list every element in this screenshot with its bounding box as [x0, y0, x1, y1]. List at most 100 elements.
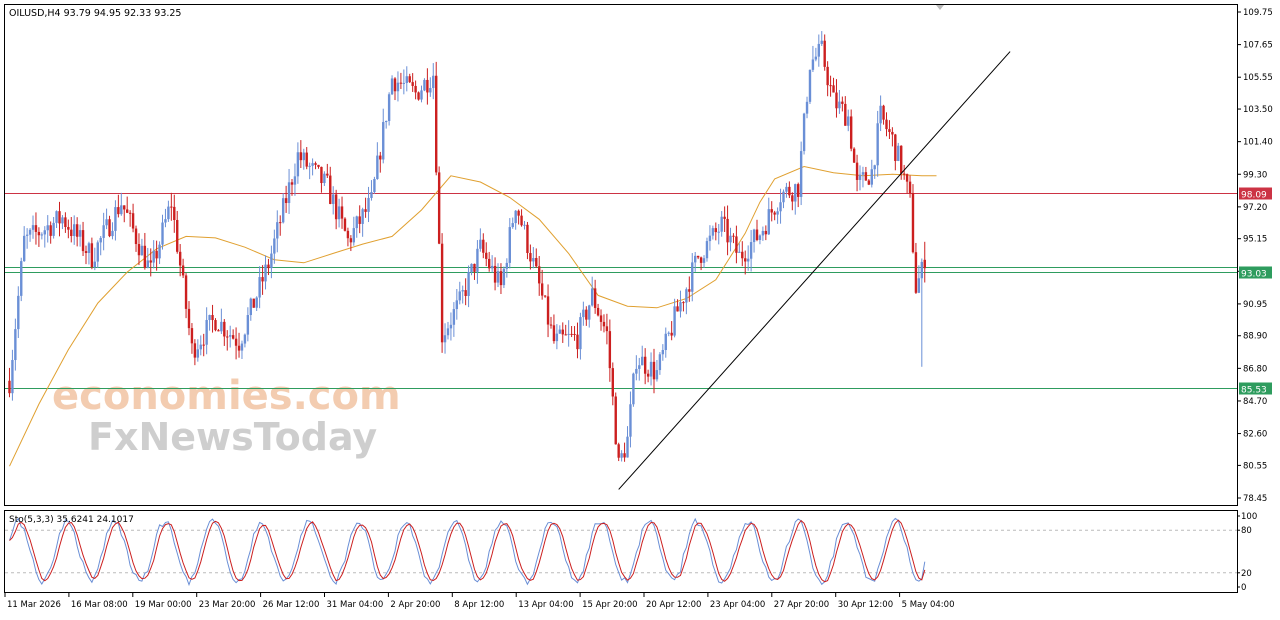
candle-body: [914, 252, 918, 293]
candle-body: [526, 224, 529, 254]
candle-body: [414, 85, 417, 93]
candle-body: [161, 222, 164, 245]
candle-body: [293, 176, 297, 185]
candle-body: [849, 116, 853, 149]
candle-body: [231, 335, 235, 339]
candle-body: [158, 244, 161, 259]
candle-body: [43, 230, 46, 235]
candle-body: [779, 202, 782, 212]
candle-body: [196, 349, 200, 358]
symbol-header: OILUSD,H4 93.79 94.95 92.33 93.25: [9, 8, 181, 19]
candle-body: [552, 325, 556, 342]
candle-body: [797, 184, 800, 197]
candle-body: [847, 116, 850, 126]
candle-body: [22, 235, 26, 262]
candle-body: [393, 78, 397, 92]
candle-body: [64, 217, 67, 227]
time-tick-label: 11 Mar 2026: [7, 600, 61, 610]
candle-body: [917, 278, 921, 293]
candle-body: [864, 172, 868, 181]
candle-body: [897, 145, 900, 161]
candle-body: [258, 277, 261, 298]
candle-body: [558, 329, 562, 334]
candle-body: [570, 333, 573, 335]
candle-body: [296, 152, 300, 177]
candle-body: [688, 289, 691, 292]
candle-body: [820, 40, 823, 44]
candle-body: [114, 207, 117, 231]
candle-body: [311, 163, 314, 166]
candle-body: [873, 165, 876, 170]
candle-body: [302, 152, 305, 161]
scroll-marker-icon[interactable]: [936, 5, 944, 10]
candle-body: [390, 78, 394, 95]
candle-body: [96, 242, 99, 262]
price-tick-label: 80.55: [1243, 461, 1267, 471]
candle-body: [437, 172, 441, 244]
candle-body: [870, 169, 873, 185]
candle-body: [535, 258, 538, 267]
candle-body: [623, 453, 626, 458]
candle-body: [882, 105, 885, 120]
candle-body: [608, 331, 612, 369]
candle-body: [170, 206, 173, 208]
candle-body: [379, 155, 382, 160]
candle-body: [482, 239, 485, 253]
candle-body: [561, 329, 564, 335]
candle-body: [264, 264, 267, 282]
candle-body: [514, 210, 517, 224]
candle-body: [435, 75, 438, 173]
candle-body: [190, 328, 194, 344]
candle-body: [638, 365, 641, 369]
candle-body: [458, 291, 461, 301]
candle-body: [826, 66, 829, 86]
candle-body: [767, 209, 770, 235]
candle-body: [855, 162, 859, 180]
candle-body: [46, 225, 49, 231]
candle-body: [34, 225, 38, 232]
candle-body: [131, 213, 135, 229]
candle-body: [443, 335, 447, 343]
sto-tick-label: 100: [1241, 512, 1257, 522]
candle-body: [770, 209, 773, 213]
candle-body: [240, 343, 244, 351]
candle-body: [14, 329, 17, 361]
candle-body: [140, 245, 144, 256]
candle-body: [832, 85, 835, 93]
candle-body: [305, 152, 308, 167]
candle-body: [440, 243, 444, 343]
candle-body: [402, 82, 406, 84]
candle-body: [785, 186, 788, 192]
candle-body: [758, 235, 762, 240]
price-tick-label: 97.20: [1243, 203, 1267, 213]
candle-body: [596, 307, 600, 316]
candle-body: [670, 332, 673, 336]
candle-body: [117, 207, 120, 215]
candle-body: [384, 120, 388, 123]
candle-body: [738, 251, 741, 253]
sto-main-line: [9, 517, 926, 587]
candle-body: [802, 113, 806, 152]
candle-body: [270, 253, 273, 269]
candle-body: [602, 321, 606, 327]
candle-body: [923, 259, 926, 269]
candle-body: [31, 225, 35, 230]
current-price-line-tag-label: 93.03: [1241, 270, 1267, 280]
candle-body: [511, 223, 514, 228]
candle-body: [152, 250, 155, 263]
candle-body: [352, 228, 356, 243]
candle-body: [664, 333, 667, 350]
candle-body: [588, 305, 591, 320]
candle-body: [308, 165, 311, 167]
candle-body: [555, 333, 559, 342]
candle-body: [691, 262, 694, 292]
candle-body: [314, 163, 317, 165]
time-axis: 11 Mar 2026 16 Mar 08:00 19 Mar 00:00 23 Ma…: [4, 593, 954, 610]
time-tick-label: 8 Apr 12:00: [454, 600, 504, 610]
candle-body: [340, 206, 344, 219]
candle-body: [564, 334, 567, 336]
candle-body: [455, 300, 459, 310]
candle-body: [290, 182, 294, 185]
candle-body: [361, 209, 364, 224]
